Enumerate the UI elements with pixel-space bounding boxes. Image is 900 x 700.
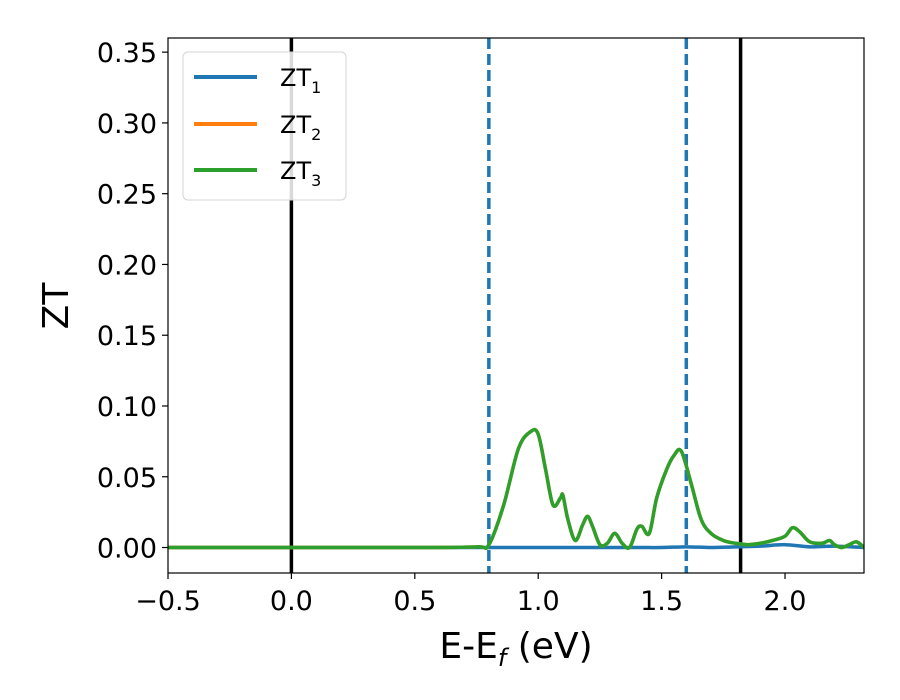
y-axis-title: ZT <box>36 282 77 330</box>
legend-label-1: ZT1 <box>280 64 321 97</box>
x-tick-label: 0.5 <box>393 586 436 617</box>
y-tick-label: 0.20 <box>97 250 157 281</box>
y-tick-label: 0.15 <box>97 321 157 352</box>
reference-lines <box>289 38 743 573</box>
legend: ZT1 ZT2 ZT3 <box>182 51 347 201</box>
y-tick-label: 0.05 <box>97 463 157 494</box>
y-tick-label: 0.00 <box>97 534 157 565</box>
y-tick-label: 0.35 <box>97 38 157 69</box>
y-tick-label: 0.25 <box>97 180 157 211</box>
x-tick-label: 0.0 <box>270 586 313 617</box>
x-tick-label: −0.5 <box>135 586 201 617</box>
series-line-2 <box>168 427 864 551</box>
series-lines <box>168 427 864 551</box>
y-tick-label: 0.10 <box>97 392 157 423</box>
x-axis-ticks: −0.5 0.0 0.5 1.0 1.5 2.0 <box>135 573 806 617</box>
x-axis-title-unit: (eV) <box>506 626 592 667</box>
x-tick-label: 1.0 <box>517 586 560 617</box>
y-tick-label: 0.30 <box>97 109 157 140</box>
series-line-3 <box>168 427 864 551</box>
legend-label-2: ZT2 <box>280 111 321 144</box>
legend-label-3: ZT3 <box>280 157 321 190</box>
plot-frame <box>167 37 865 574</box>
x-axis-title: E-Ef (eV) <box>439 626 592 672</box>
x-tick-label: 2.0 <box>764 586 807 617</box>
y-axis-ticks: 0.00 0.05 0.10 0.15 0.20 0.25 0.30 0.35 <box>97 38 168 565</box>
legend-box <box>182 51 347 201</box>
x-tick-label: 1.5 <box>640 586 683 617</box>
